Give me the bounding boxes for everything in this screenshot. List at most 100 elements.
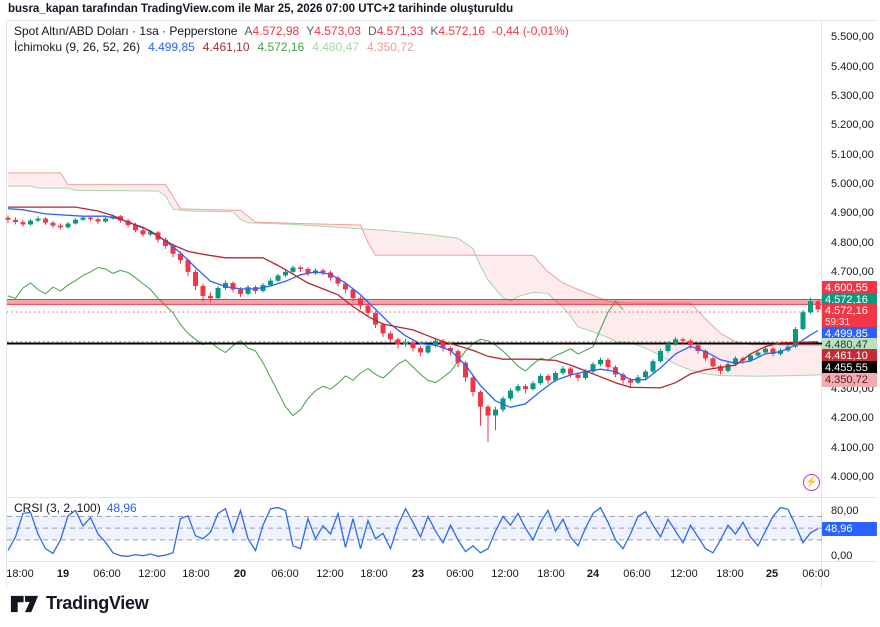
- pane-separator[interactable]: [6, 497, 877, 498]
- candle-body: [200, 285, 206, 296]
- symbol-legend-row[interactable]: Spot Altın/ABD Doları · 1sa · Pepperston…: [14, 24, 569, 39]
- candle-body: [568, 368, 573, 375]
- candle-body: [140, 230, 146, 235]
- candle-body: [13, 219, 18, 223]
- candle-body: [703, 351, 708, 359]
- time-tick-day: 24: [586, 568, 600, 580]
- candle-body: [598, 359, 603, 365]
- kijun-line: [8, 206, 819, 389]
- time-tick-hour: 06:00: [271, 568, 299, 580]
- crsi-params: (3, 2, 100): [42, 501, 101, 515]
- ohlc-key: D: [367, 24, 377, 38]
- ichimoku-value: 4.350,72: [366, 40, 414, 54]
- candle-body: [470, 377, 476, 393]
- candle-body: [58, 225, 63, 228]
- candle-body: [808, 301, 813, 313]
- price-tick-label: 4.000,00: [831, 471, 874, 483]
- price-axis-badge: 4.572,16 59:31: [822, 304, 877, 330]
- time-tick-hour: 12:00: [670, 568, 698, 580]
- candle-body: [605, 359, 611, 368]
- candle-body: [718, 366, 723, 371]
- time-tick-hour: 18:00: [537, 568, 565, 580]
- crsi-legend-row[interactable]: CRSI (3, 2, 100) 48,96: [14, 501, 137, 515]
- flash-icon[interactable]: ⚡: [803, 474, 820, 491]
- candle-body: [695, 345, 701, 352]
- candle-body: [163, 239, 168, 247]
- candle-body: [148, 232, 153, 235]
- price-tick-label: 4.200,00: [831, 412, 874, 424]
- candle-body: [575, 374, 581, 378]
- candle-body: [5, 217, 11, 220]
- price-tick-label: 5.300,00: [831, 90, 874, 102]
- price-axis-badge: 4.480,47: [822, 338, 877, 352]
- candle-body: [725, 364, 731, 371]
- candle-body: [770, 348, 776, 354]
- ichimoku-value: 4.572,16: [257, 40, 305, 54]
- ichimoku-value: 4.480,47: [312, 40, 359, 54]
- candle-body: [133, 225, 138, 231]
- time-axis-separator: [6, 561, 877, 562]
- candle-body: [440, 340, 446, 349]
- candle-body: [793, 329, 798, 347]
- candle-body: [95, 219, 101, 222]
- candle-body: [358, 298, 363, 306]
- candle-body: [275, 275, 281, 281]
- candle-body: [350, 289, 356, 299]
- candle-body: [373, 312, 378, 325]
- ohlc-key: K: [430, 24, 439, 38]
- time-tick-day: 20: [233, 568, 247, 580]
- candle-body: [538, 375, 543, 384]
- candle-body: [230, 283, 236, 290]
- candle-body: [88, 217, 93, 220]
- candle-body: [530, 383, 536, 390]
- candle-body: [590, 364, 596, 372]
- symbol-title: Spot Altın/ABD Doları: [14, 24, 129, 38]
- candle-body: [755, 352, 761, 356]
- candle-body: [583, 371, 588, 378]
- attribution-text: busra_kapan tarafından TradingView.com i…: [8, 3, 514, 15]
- ichimoku-legend-row[interactable]: İchimoku (9, 26, 52, 26) 4.499,85 4.461,10…: [14, 40, 569, 55]
- candle-body: [290, 267, 296, 272]
- price-tick-label: 5.100,00: [831, 149, 874, 161]
- candle-body: [560, 368, 566, 373]
- candle-body: [680, 339, 686, 341]
- candle-body: [50, 222, 56, 226]
- price-axis-badge: 4.350,72: [822, 373, 877, 387]
- candle-body: [320, 270, 326, 273]
- indicator-name: İchimoku: [14, 40, 63, 54]
- senkou-b-line: [8, 172, 879, 347]
- time-tick-hour: 18:00: [182, 568, 210, 580]
- candle-body: [478, 392, 483, 407]
- ohlc-value: 4.572,16: [438, 24, 486, 38]
- candle-body: [523, 386, 528, 390]
- time-tick-hour: 06:00: [446, 568, 474, 580]
- senkou-a-line: [8, 185, 879, 377]
- price-tick-label: 80,00: [831, 505, 859, 517]
- ichimoku-cloud: [8, 172, 878, 377]
- time-tick-hour: 06:00: [93, 568, 121, 580]
- candle-body: [343, 283, 348, 290]
- candle-body: [688, 340, 693, 346]
- price-tick-label: 5.400,00: [831, 61, 874, 73]
- time-tick-day: 25: [765, 568, 779, 580]
- candle-body: [508, 390, 513, 399]
- price-tick-label: 4.900,00: [831, 207, 874, 219]
- resistance-band[interactable]: [7, 299, 877, 305]
- candle-body: [328, 272, 333, 278]
- time-tick-hour: 12:00: [138, 568, 166, 580]
- ohlc-value: 4.571,33: [376, 24, 424, 38]
- tradingview-logo[interactable]: TradingView: [10, 593, 149, 614]
- change-value: -0,44 (-0,01%): [492, 24, 569, 38]
- ohlc-key: Y: [306, 24, 315, 38]
- candle-body: [410, 342, 416, 349]
- price-tick-label: 0,00: [831, 550, 853, 562]
- time-tick-hour: 12:00: [491, 568, 519, 580]
- candle-body: [238, 289, 243, 294]
- symbol-meta: · 1sa · Pepperstone: [128, 24, 238, 38]
- candle-body: [658, 351, 663, 362]
- candle-body: [245, 287, 251, 294]
- ichimoku-value: 4.461,10: [202, 40, 250, 54]
- chart-left-border: [6, 20, 7, 588]
